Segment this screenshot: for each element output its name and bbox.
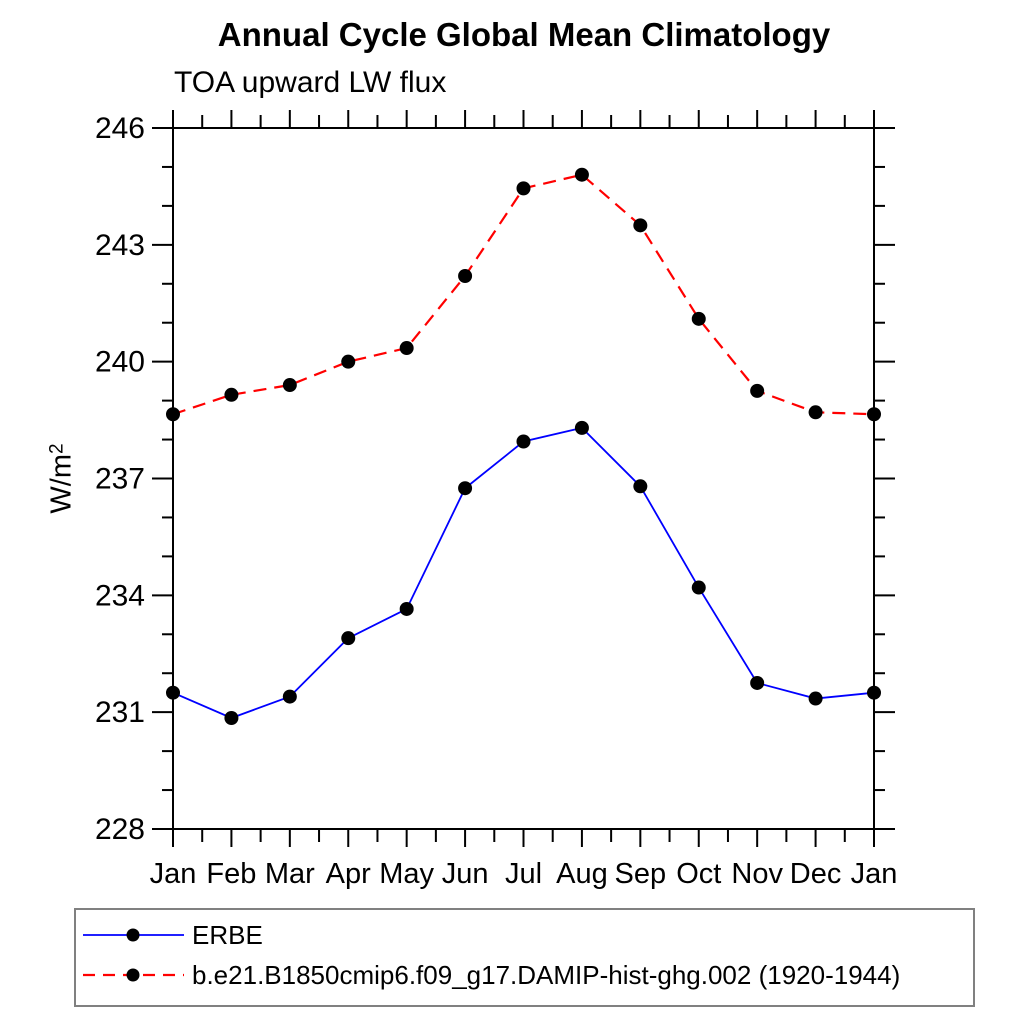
- svg-text:Jan: Jan: [851, 858, 898, 890]
- svg-text:228: 228: [95, 813, 145, 846]
- svg-text:240: 240: [95, 346, 145, 379]
- legend-key-model-line-icon: [83, 968, 184, 982]
- legend-key-erbe-line-icon: [83, 928, 184, 942]
- x-axis-ticks: [172, 110, 875, 847]
- svg-text:246: 246: [95, 112, 145, 145]
- y-axis-ticks: [152, 127, 895, 830]
- svg-text:Aug: Aug: [556, 858, 608, 890]
- chart-subtitle: TOA upward LW flux: [174, 66, 447, 99]
- svg-text:237: 237: [95, 463, 145, 496]
- svg-text:Mar: Mar: [265, 858, 315, 890]
- series-line-1: [172, 173, 875, 416]
- svg-text:Nov: Nov: [731, 858, 783, 890]
- legend-item-model: b.e21.B1850cmip6.f09_g17.DAMIP-hist-ghg.…: [80, 955, 973, 995]
- svg-text:Oct: Oct: [676, 858, 721, 890]
- plot-frame: [172, 127, 875, 830]
- svg-text:Jan: Jan: [150, 858, 197, 890]
- svg-text:Dec: Dec: [790, 858, 842, 890]
- svg-text:Apr: Apr: [326, 858, 371, 890]
- legend: ERBE b.e21.B1850cmip6.f09_g17.DAMIP-hist…: [74, 908, 975, 1007]
- svg-text:Sep: Sep: [615, 858, 667, 890]
- svg-text:234: 234: [95, 579, 145, 612]
- x-axis-tick-labels: Jan Feb Mar Apr May Jun Jul Aug Sep Oct Nov Dec Jan: [150, 858, 898, 890]
- chart-title: Annual Cycle Global Mean Climatology: [217, 16, 831, 53]
- series-line-0: [172, 426, 875, 719]
- svg-text:Jul: Jul: [505, 858, 542, 890]
- svg-text:Jun: Jun: [442, 858, 489, 890]
- svg-text:231: 231: [95, 696, 145, 729]
- legend-item-erbe: ERBE: [80, 915, 973, 955]
- svg-text:May: May: [379, 858, 434, 890]
- legend-label-model: b.e21.B1850cmip6.f09_g17.DAMIP-hist-ghg.…: [192, 959, 901, 990]
- legend-label-erbe: ERBE: [192, 919, 263, 950]
- series-markers-1: [166, 167, 881, 422]
- series-markers-0: [166, 420, 881, 726]
- svg-text:243: 243: [95, 229, 145, 262]
- y-axis-tick-labels: 228 231 234 237 240 243 246: [95, 112, 145, 846]
- svg-text:Feb: Feb: [206, 858, 256, 890]
